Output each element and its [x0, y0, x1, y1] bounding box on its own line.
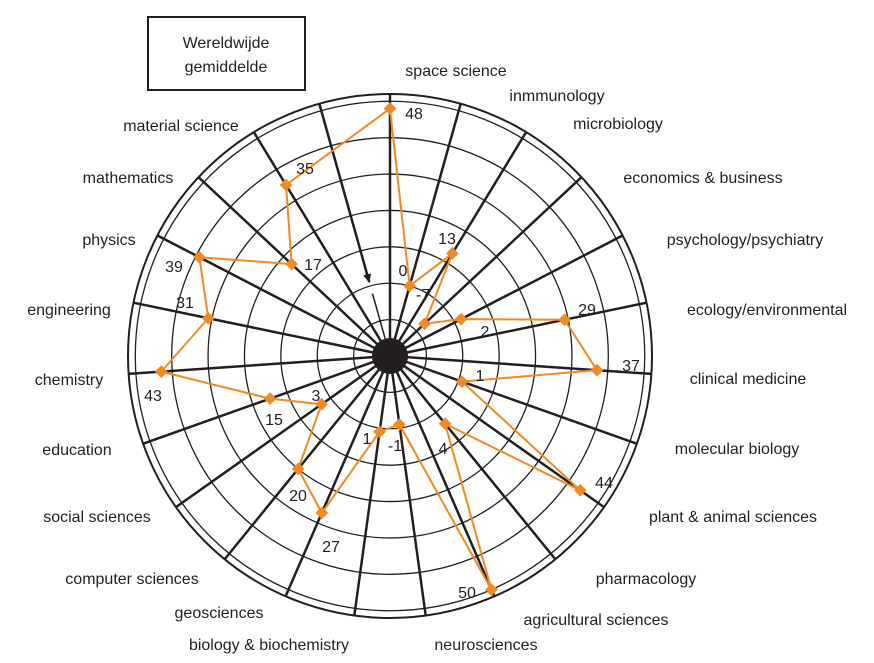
data-point: [455, 375, 469, 388]
category-label: mathematics: [83, 170, 174, 187]
value-label: 44: [595, 475, 613, 492]
value-label: 1: [363, 431, 372, 448]
category-label: pharmacology: [596, 571, 697, 588]
data-point: [291, 462, 305, 476]
value-label: 43: [144, 388, 162, 405]
spoke: [284, 355, 392, 597]
spoke: [388, 103, 462, 357]
spoke: [223, 355, 391, 561]
data-point: [403, 279, 416, 293]
value-label: 4: [439, 441, 448, 458]
data-point: [279, 178, 293, 192]
annotation: gemiddelde: [185, 59, 268, 76]
data-point: [315, 397, 328, 411]
spoke: [389, 234, 624, 358]
value-label: 27: [322, 539, 340, 556]
data-point: [446, 247, 459, 260]
data-point: [373, 425, 386, 439]
value-label: 39: [165, 259, 183, 276]
value-label: 1: [476, 368, 485, 385]
category-label: space science: [405, 63, 506, 80]
category-label: agricultural sciences: [524, 612, 669, 629]
value-label: 3: [312, 388, 321, 405]
category-label: neurosciences: [434, 637, 537, 654]
data-point: [201, 311, 215, 325]
value-label: 35: [296, 161, 314, 178]
value-label: 48: [405, 106, 423, 123]
category-label: inmmunology: [509, 88, 604, 105]
value-label: 17: [304, 257, 322, 274]
value-label: -1: [388, 438, 402, 455]
value-label: 2: [481, 324, 490, 341]
center: [372, 338, 408, 374]
spoke: [128, 354, 391, 376]
data-point: [393, 418, 406, 431]
value-label: -7: [416, 287, 430, 304]
category-label: engineering: [27, 302, 111, 319]
data-point: [285, 257, 298, 271]
spoke: [389, 354, 605, 509]
spoke: [389, 354, 652, 376]
spoke: [389, 301, 647, 358]
category-label: chemistry: [35, 372, 103, 389]
category-label: biology & biochemistry: [189, 637, 349, 654]
data-point: [315, 506, 329, 520]
value-label: 31: [176, 295, 194, 312]
spoke: [353, 355, 392, 616]
category-label: material science: [123, 118, 239, 135]
category-label: economics & business: [623, 170, 782, 187]
annotation-box: [147, 16, 306, 91]
value-label: 37: [622, 358, 640, 375]
category-label: psychology/psychiatry: [667, 232, 824, 249]
data-point: [485, 583, 498, 596]
spoke: [133, 301, 391, 358]
annotation: Wereldwijde: [183, 35, 270, 52]
spoke: [388, 355, 427, 616]
value-label: 0: [399, 263, 408, 280]
category-label: ecology/environmental: [687, 302, 847, 319]
spoke: [252, 131, 392, 357]
category-label: education: [42, 442, 111, 459]
category-label: plant & animal sciences: [649, 509, 817, 526]
data-point: [154, 365, 168, 379]
data-point: [383, 102, 397, 115]
spoke: [388, 131, 528, 357]
average-spoke: [318, 103, 371, 284]
category-label: clinical medicine: [690, 371, 807, 388]
spoke: [389, 355, 557, 561]
value-label: 13: [438, 231, 456, 248]
category-label: social sciences: [43, 509, 151, 526]
category-label: molecular biology: [675, 441, 800, 458]
category-label: geosciences: [175, 605, 264, 622]
spoke: [388, 355, 496, 597]
category-label: computer sciences: [65, 571, 198, 588]
data-point: [418, 317, 431, 331]
data-point: [438, 417, 452, 431]
data-point: [193, 250, 206, 264]
data-point: [454, 312, 468, 326]
category-label: microbiology: [573, 116, 663, 133]
spoke: [175, 354, 391, 509]
data-point: [263, 392, 277, 406]
category-label: physics: [82, 232, 135, 249]
value-label: 50: [458, 585, 476, 602]
value-label: 29: [578, 302, 596, 319]
spoke: [389, 354, 638, 445]
value-label: 20: [289, 488, 307, 505]
data-point: [590, 363, 604, 377]
value-label: 15: [265, 412, 283, 429]
